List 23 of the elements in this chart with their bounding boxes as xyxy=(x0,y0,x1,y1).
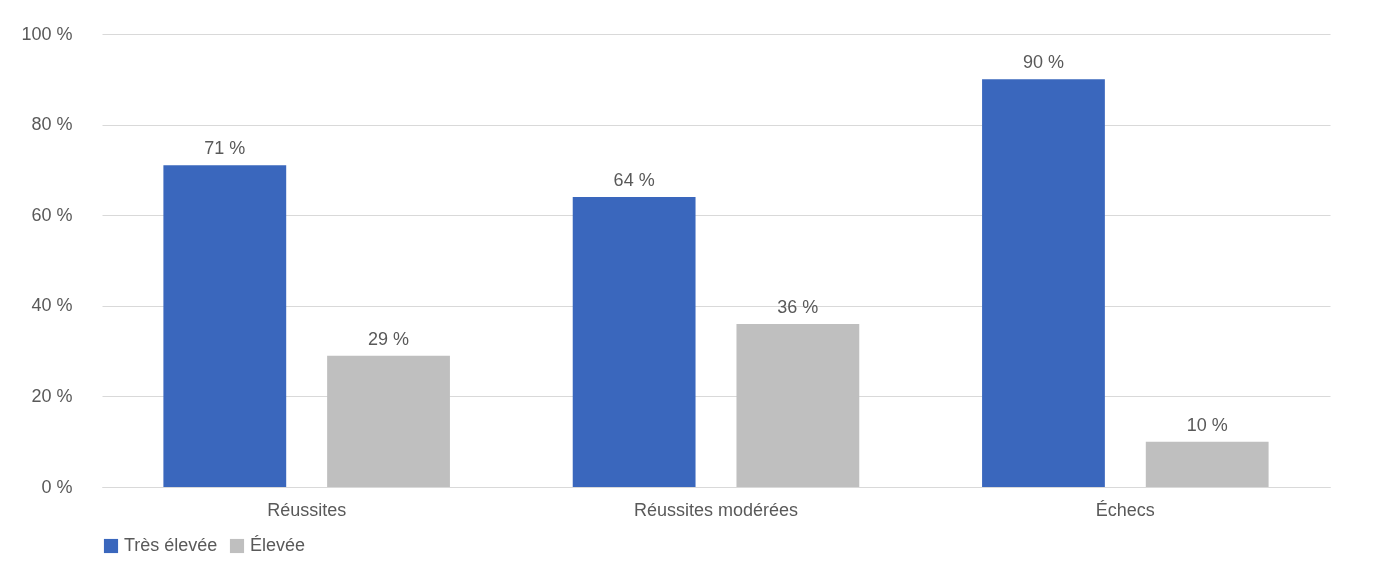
legend-label: Très élevée xyxy=(124,535,218,555)
data-label: 71 % xyxy=(204,138,246,159)
bar xyxy=(163,165,287,487)
x-tick-label: Échecs xyxy=(1095,499,1155,520)
legend-label: Élevée xyxy=(250,535,306,555)
data-label: 64 % xyxy=(613,170,655,191)
y-tick-label: 100 % xyxy=(21,23,73,44)
x-tick-label: Réussites modérées xyxy=(633,499,799,520)
bar xyxy=(982,79,1105,487)
bar xyxy=(1145,441,1269,487)
y-tick-label: 60 % xyxy=(31,204,73,225)
bar xyxy=(327,355,450,487)
bar xyxy=(572,197,696,487)
data-label: 29 % xyxy=(368,328,410,349)
y-tick-label: 40 % xyxy=(31,295,73,316)
data-label: 90 % xyxy=(1022,52,1064,73)
bar xyxy=(736,323,860,487)
x-tick-label: Réussites xyxy=(267,499,347,520)
data-label: 10 % xyxy=(1186,414,1228,435)
data-label: 36 % xyxy=(777,296,819,317)
y-tick-label: 20 % xyxy=(31,385,73,406)
y-tick-label: 0 % xyxy=(41,476,73,497)
y-tick-label: 80 % xyxy=(31,114,73,135)
